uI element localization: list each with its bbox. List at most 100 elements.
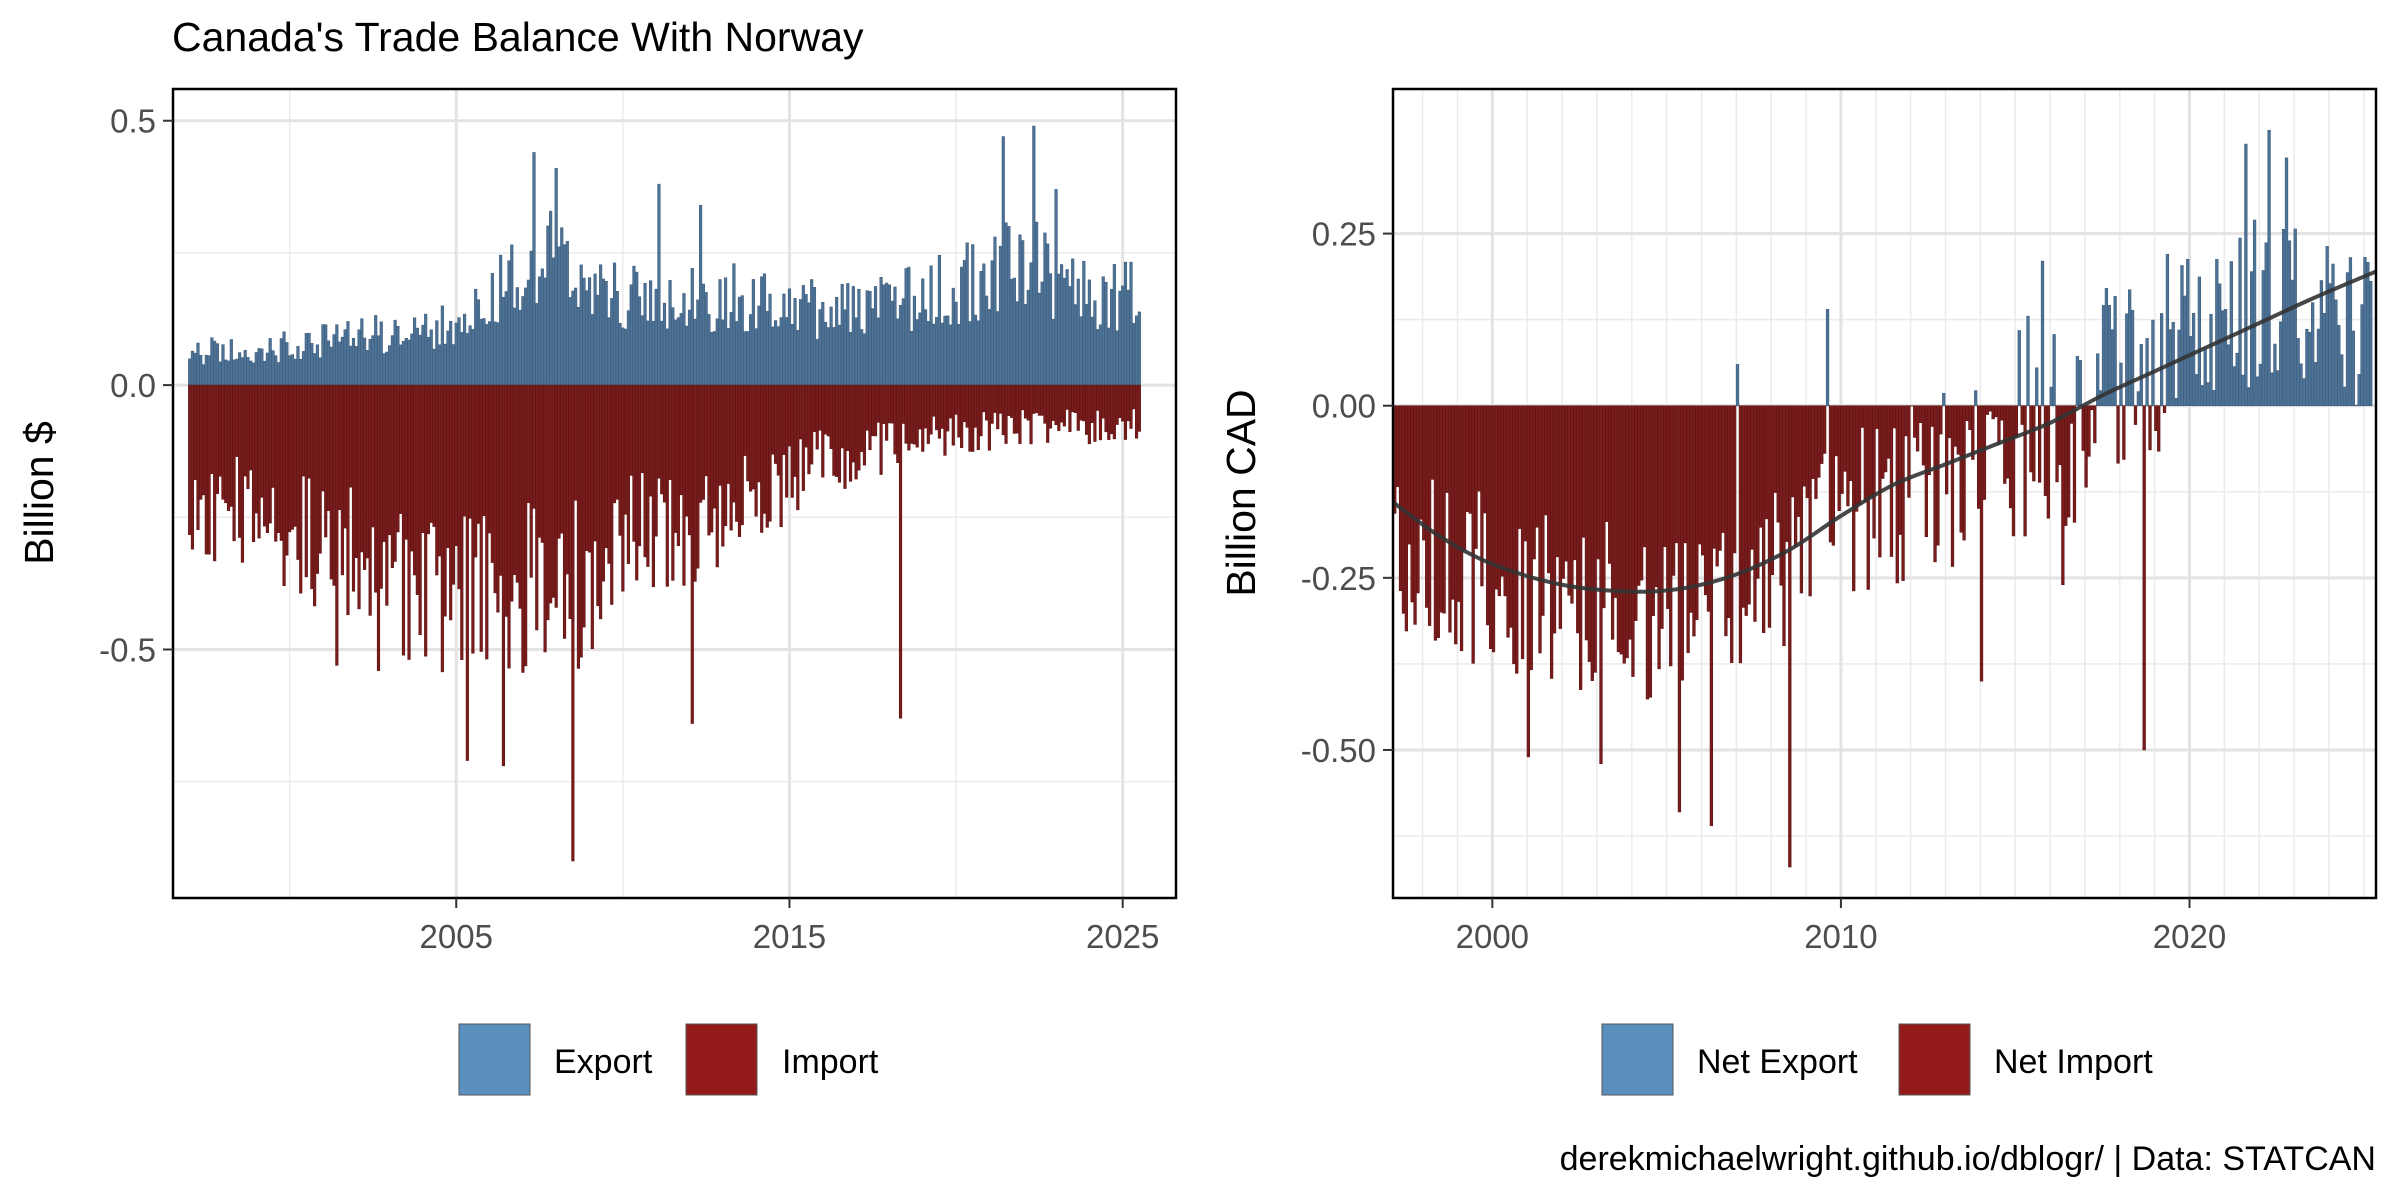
export-bar bbox=[971, 244, 975, 386]
import-bar bbox=[612, 384, 617, 504]
export-bar bbox=[921, 278, 925, 386]
import-bar bbox=[626, 384, 630, 564]
import-bar bbox=[1098, 384, 1103, 441]
export-bar bbox=[479, 318, 483, 386]
export-bar bbox=[1085, 303, 1089, 386]
left-panel-border bbox=[171, 87, 1178, 900]
import-bar bbox=[1048, 384, 1053, 429]
import-bar bbox=[776, 384, 780, 476]
export-bar bbox=[662, 302, 667, 386]
import-bar bbox=[615, 384, 619, 500]
import-bar bbox=[1073, 384, 1078, 414]
net-import-bar bbox=[1953, 405, 1958, 447]
right-y-tick-label: -0.25 bbox=[1301, 560, 1376, 597]
export-bar bbox=[751, 279, 755, 386]
export-bar bbox=[985, 295, 989, 386]
export-bar bbox=[843, 309, 847, 386]
import-bar bbox=[551, 384, 556, 598]
import-bar bbox=[510, 384, 514, 602]
import-bar bbox=[679, 384, 683, 496]
net-import-bar bbox=[1796, 405, 1801, 517]
export-bar bbox=[1123, 261, 1128, 386]
net-import-bar bbox=[1616, 405, 1621, 653]
import-bar bbox=[607, 384, 611, 564]
legend-key-net-export bbox=[1601, 1023, 1674, 1096]
import-bar bbox=[712, 384, 717, 509]
net-import-bar bbox=[1721, 405, 1725, 533]
export-bar bbox=[1057, 273, 1061, 386]
net-import-bar bbox=[1991, 405, 1995, 420]
left-bars bbox=[188, 125, 1141, 862]
net-import-bar bbox=[2072, 405, 2077, 523]
import-bar bbox=[982, 384, 986, 413]
export-bar bbox=[426, 336, 431, 386]
net-import-bar bbox=[1884, 405, 1888, 473]
net-import-bar bbox=[1422, 405, 1426, 541]
export-bar bbox=[349, 345, 353, 386]
import-bar bbox=[657, 384, 661, 479]
import-bar bbox=[1079, 384, 1083, 421]
import-bar bbox=[635, 384, 639, 581]
net-export-bar bbox=[2322, 313, 2326, 407]
import-bar bbox=[929, 384, 933, 435]
import-bar bbox=[654, 384, 658, 537]
import-bar bbox=[637, 384, 642, 547]
import-bar bbox=[765, 384, 769, 528]
import-bar bbox=[565, 384, 569, 575]
export-bar bbox=[1109, 289, 1114, 386]
import-bar bbox=[993, 384, 997, 413]
left-y-axis-label: Billion $ bbox=[16, 421, 62, 565]
net-import-bar bbox=[2000, 405, 2004, 421]
import-bar bbox=[243, 384, 247, 477]
import-bar bbox=[890, 384, 894, 424]
import-bar bbox=[785, 384, 789, 498]
export-bar bbox=[632, 265, 636, 386]
export-bar bbox=[790, 324, 794, 386]
net-import-bar bbox=[1820, 405, 1824, 464]
export-bar bbox=[1051, 318, 1055, 386]
import-bar bbox=[460, 384, 464, 660]
import-bar bbox=[315, 384, 319, 574]
import-bar bbox=[493, 384, 497, 594]
net-export-bar bbox=[2331, 263, 2335, 407]
export-bar bbox=[279, 338, 283, 386]
net-export-bar bbox=[2276, 370, 2280, 407]
net-export-bar bbox=[2267, 130, 2271, 407]
net-export-bar bbox=[2017, 330, 2021, 407]
export-bar bbox=[440, 305, 444, 386]
net-export-bar bbox=[2308, 332, 2312, 407]
import-bar bbox=[946, 384, 950, 432]
import-bar bbox=[351, 384, 356, 592]
export-bar bbox=[424, 313, 428, 386]
export-bar bbox=[873, 286, 878, 386]
import-bar bbox=[837, 384, 842, 483]
export-bar bbox=[268, 338, 272, 386]
import-bar bbox=[199, 384, 203, 500]
import-bar bbox=[893, 384, 897, 455]
import-bar bbox=[332, 384, 336, 586]
import-bar bbox=[188, 384, 192, 535]
export-bar bbox=[1071, 258, 1075, 386]
import-bar bbox=[304, 384, 308, 578]
import-bar bbox=[390, 384, 394, 569]
import-bar bbox=[729, 384, 733, 531]
export-bar bbox=[329, 346, 333, 386]
import-bar bbox=[621, 384, 625, 592]
import-bar bbox=[301, 384, 306, 477]
import-bar bbox=[404, 384, 408, 540]
import-bar bbox=[526, 384, 531, 504]
export-bar bbox=[521, 296, 525, 386]
import-bar bbox=[951, 384, 955, 446]
net-import-bar bbox=[1913, 405, 1917, 438]
net-import-bar bbox=[2037, 405, 2042, 483]
import-bar bbox=[1132, 384, 1136, 410]
import-bar bbox=[1018, 384, 1022, 444]
net-import-bar bbox=[1921, 405, 1926, 466]
export-bar bbox=[196, 342, 200, 386]
import-bar bbox=[862, 384, 867, 466]
export-bar bbox=[301, 351, 306, 386]
net-import-bar bbox=[1762, 405, 1766, 633]
import-bar bbox=[779, 384, 783, 528]
export-bar bbox=[1007, 226, 1011, 386]
net-import-bar bbox=[2064, 405, 2068, 526]
